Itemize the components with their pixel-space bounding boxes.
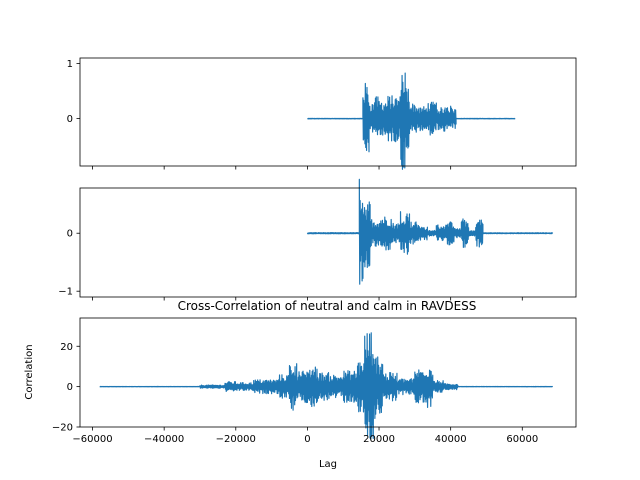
panel-3-title: Cross-Correlation of neutral and calm in… [178, 299, 477, 313]
panel-2: −1 0 [58, 178, 577, 301]
panel-1: 01 [67, 57, 577, 170]
panel-3-y-ticks: −20 0 20 [52, 342, 80, 434]
panel-2-series-line-1 [306, 178, 554, 285]
panel-1-frame [79, 57, 577, 167]
panel-2-frame [79, 187, 577, 298]
panel-2-y-tick-label: 0 [67, 229, 73, 240]
panel-3-x-tick-label: 60000 [506, 434, 538, 445]
panel-2-y-ticks: −1 0 [58, 229, 80, 298]
panel-3-ylabel: Correlation [24, 344, 35, 399]
panel-3: Cross-Correlation of neutral and calm in… [24, 299, 577, 470]
panel-3-x-tick-label: 0 [304, 434, 310, 445]
panel-3-series-line-1 [99, 332, 554, 440]
panel-3-x-tick-label: −40000 [144, 434, 184, 445]
panel-3-xlabel: Lag [319, 459, 337, 470]
panel-1-series-line-1 [307, 72, 516, 170]
panel-3-x-ticks: −60000 −40000 −20000 0 20000 40000 60000 [72, 427, 538, 445]
panel-2-x-ticks [92, 297, 523, 301]
panel-1-series [307, 72, 516, 170]
panel-1-y-tick-label: 1 [67, 59, 73, 70]
panel-3-y-tick-label: −20 [52, 423, 73, 434]
panel-2-y-tick-label: −1 [58, 287, 73, 298]
panel-3-x-tick-label: −20000 [216, 434, 256, 445]
panel-3-x-tick-label: 20000 [363, 434, 395, 445]
panel-3-x-tick-label: 40000 [435, 434, 467, 445]
panel-2-series [306, 178, 554, 285]
panel-1-y-ticks: 01 [67, 59, 80, 125]
panel-3-y-tick-label: 0 [67, 382, 73, 393]
panel-3-x-tick-label: −60000 [72, 434, 112, 445]
panel-3-series [99, 332, 554, 440]
panel-3-y-tick-label: 20 [60, 342, 73, 353]
panel-3-frame [79, 317, 577, 428]
panel-1-y-tick-label: 0 [67, 114, 73, 125]
panel-1-x-ticks [92, 166, 523, 170]
